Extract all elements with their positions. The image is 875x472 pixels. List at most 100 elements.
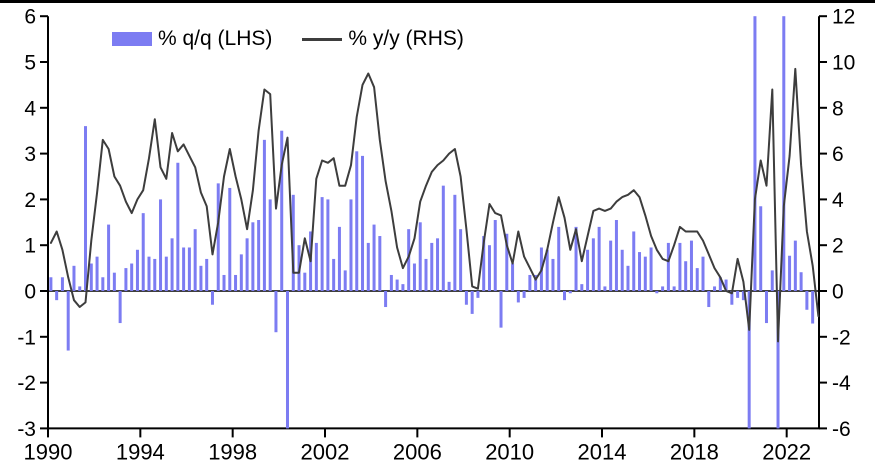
qq-bar	[574, 226, 578, 291]
qq-bar	[257, 220, 261, 291]
qq-bar	[626, 265, 630, 291]
qq-bar	[730, 291, 734, 305]
qq-bar	[464, 291, 468, 305]
qq-bar	[534, 274, 538, 291]
qq-bar	[164, 256, 168, 291]
left-axis-label: 5	[24, 52, 36, 75]
qq-bar	[689, 240, 693, 291]
qq-bar	[407, 229, 411, 291]
bar-series-swatch	[112, 32, 152, 46]
qq-bar	[130, 263, 134, 291]
x-axis-label: 2002	[301, 439, 350, 464]
right-axis-label: -2	[832, 326, 851, 349]
qq-bar	[776, 291, 780, 429]
qq-bar	[770, 270, 774, 291]
qq-bar	[280, 130, 284, 291]
qq-bar	[107, 224, 111, 291]
qq-bar	[811, 291, 815, 324]
qq-bar	[649, 247, 653, 291]
qq-bar	[782, 16, 786, 291]
qq-bar	[355, 151, 359, 291]
qq-bar	[101, 277, 105, 291]
qq-bar	[239, 254, 243, 291]
right-axis-label: 0	[832, 281, 844, 304]
qq-bar	[557, 226, 561, 291]
right-axis-label: 4	[832, 189, 844, 212]
qq-bar	[516, 291, 520, 303]
qq-bar	[672, 286, 676, 291]
left-axis-label: 0	[24, 281, 36, 304]
qq-bar	[493, 220, 497, 291]
qq-bar	[337, 226, 341, 291]
qq-bar	[684, 261, 688, 291]
x-axis-label: 2022	[762, 439, 811, 464]
qq-bar	[49, 277, 53, 291]
qq-bar	[643, 256, 647, 291]
qq-bar	[395, 279, 399, 291]
qq-bar	[713, 286, 717, 291]
qq-bar	[453, 194, 457, 291]
qq-bar	[447, 281, 451, 291]
qq-bar	[216, 183, 220, 291]
qq-bar	[511, 263, 515, 291]
qq-bar	[210, 291, 214, 305]
qq-bar	[805, 291, 809, 310]
qq-bar	[476, 291, 480, 298]
qq-bar	[222, 274, 226, 291]
qq-bar	[187, 247, 191, 291]
qq-bar	[591, 238, 595, 291]
qq-bar	[661, 286, 665, 291]
top-border	[0, 0, 875, 3]
qq-bar	[153, 258, 157, 291]
qq-bar	[753, 16, 757, 291]
qq-bar	[528, 274, 532, 291]
qq-bar	[430, 242, 434, 291]
left-axis-label: 2	[24, 189, 36, 212]
x-axis-label: 1990	[24, 439, 73, 464]
qq-bar	[262, 139, 266, 291]
right-axis-label: -6	[832, 418, 851, 441]
qq-bar	[412, 263, 416, 291]
qq-bar	[793, 240, 797, 291]
qq-bar	[638, 252, 642, 291]
legend-label-yy: % y/y (RHS)	[348, 27, 464, 50]
qq-bar	[170, 238, 174, 291]
left-axis-label: 4	[24, 97, 36, 120]
legend-item-qq: % q/q (LHS)	[112, 27, 272, 51]
qq-bar	[343, 270, 347, 291]
qq-bar	[389, 274, 393, 291]
qq-bar	[747, 291, 751, 429]
qq-bar	[759, 206, 763, 291]
qq-bar	[326, 199, 330, 291]
qq-bar	[418, 222, 422, 291]
x-axis-label: 2018	[670, 439, 719, 464]
qq-bar	[176, 162, 180, 291]
left-axis-label: 6	[24, 6, 36, 29]
qq-bar	[609, 240, 613, 291]
qq-bar	[441, 185, 445, 291]
qq-bar	[568, 291, 572, 294]
qq-bar	[632, 231, 636, 291]
qq-bar	[274, 291, 278, 333]
qq-bar	[563, 291, 567, 301]
qq-bar	[147, 256, 151, 291]
qq-bar	[66, 291, 70, 351]
qq-bar	[378, 236, 382, 291]
right-axis-label: 12	[832, 6, 855, 29]
qq-bar	[655, 291, 659, 294]
qq-bar	[268, 199, 272, 291]
chart-legend: % q/q (LHS) % y/y (RHS)	[112, 27, 464, 51]
qq-bar	[72, 265, 76, 291]
qq-bar	[112, 272, 116, 291]
qq-bar	[285, 291, 289, 429]
qq-bar	[695, 268, 699, 291]
qq-bar	[291, 194, 295, 291]
qq-bar	[228, 187, 232, 291]
qq-bar	[597, 226, 601, 291]
qq-bar	[499, 291, 503, 328]
qq-bar	[205, 258, 209, 291]
qq-bar	[736, 291, 740, 298]
left-axis-label: 1	[24, 235, 36, 258]
